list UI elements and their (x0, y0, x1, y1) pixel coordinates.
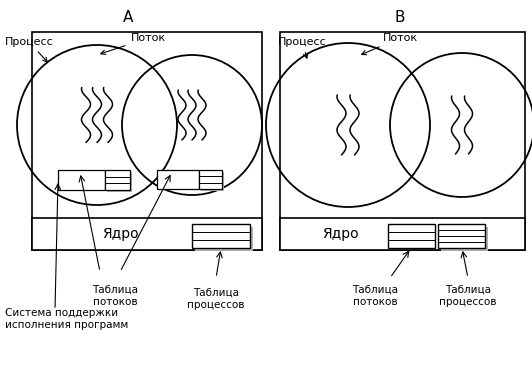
Polygon shape (32, 218, 262, 250)
Polygon shape (200, 170, 222, 189)
Text: А: А (123, 10, 133, 25)
Text: Процесс: Процесс (278, 37, 327, 58)
Text: Ядро: Ядро (102, 227, 138, 241)
Polygon shape (201, 172, 224, 191)
Polygon shape (438, 224, 485, 248)
Polygon shape (195, 227, 253, 251)
Text: В: В (395, 10, 405, 25)
Text: Таблица
процессов: Таблица процессов (187, 288, 245, 310)
Polygon shape (107, 172, 132, 192)
Polygon shape (192, 224, 250, 248)
Text: Процесс: Процесс (5, 37, 54, 62)
Polygon shape (280, 218, 525, 250)
Text: Таблица
потоков: Таблица потоков (352, 285, 398, 307)
Polygon shape (157, 170, 200, 189)
Text: Система поддержки
исполнения программ: Система поддержки исполнения программ (5, 308, 128, 329)
Polygon shape (105, 170, 130, 190)
Text: Таблица
потоков: Таблица потоков (92, 285, 138, 307)
Text: Ядро: Ядро (322, 227, 359, 241)
Text: Таблица
процессов: Таблица процессов (439, 285, 497, 307)
Text: Поток: Поток (101, 33, 165, 54)
Polygon shape (388, 224, 435, 248)
Polygon shape (58, 170, 105, 190)
Polygon shape (441, 227, 488, 251)
Text: Поток: Поток (362, 33, 418, 55)
